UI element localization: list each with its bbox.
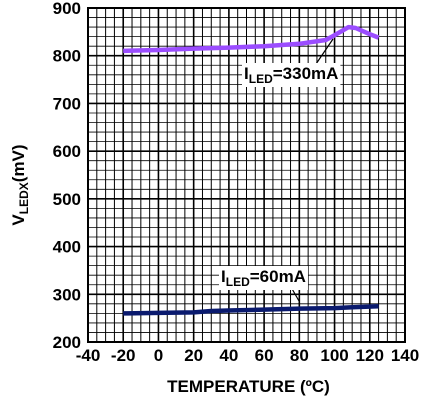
x-tick-label: 80 [290,346,309,365]
y-tick-labels: 200 300 400 500 600 700 800 900 [53,0,81,352]
annotation-background [219,266,308,290]
y-tick-label: 200 [53,333,81,352]
annotation-background [242,63,341,87]
series-line-0 [123,24,380,54]
y-tick-label: 900 [53,0,81,18]
x-tick-label: 20 [184,346,203,365]
annotation-sub: LED [226,275,250,289]
annotation-tail: =330mA [273,64,339,83]
annotation-main: I [244,64,249,83]
x-tick-labels: -40 -20 0 20 40 60 80 100 120 140 [76,346,419,365]
annotation-tail: =60mA [250,267,306,286]
x-tick-label: -40 [76,346,101,365]
x-tick-label: 60 [255,346,274,365]
series-annotation: ILED=60mA [221,267,306,289]
x-axis-title: TEMPERATURE (ºC) [167,377,330,396]
annotation-sub: LED [249,72,273,86]
x-tick-label: -20 [111,346,136,365]
y-axis-title-main: V [9,214,28,226]
y-tick-label: 500 [53,190,81,209]
annotation-leader-line [315,38,334,65]
x-tick-label: 100 [320,346,348,365]
y-axis-title-tail: (mV) [9,144,28,182]
annotation-main: I [221,267,226,286]
minor-grid [88,8,405,342]
series-annotation: ILED=330mA [244,64,338,86]
x-tick-label: 140 [391,346,419,365]
y-axis-title: VLEDX(mV) [9,144,31,225]
x-tick-label: 120 [356,346,384,365]
y-tick-label: 300 [53,285,81,304]
x-tick-label: 0 [154,346,163,365]
plot-frame [87,7,406,343]
y-tick-label: 800 [53,47,81,66]
y-axis-title-sub: LEDX [17,182,31,214]
y-tick-label: 400 [53,238,81,257]
series-line-1 [123,303,379,316]
series-layer [123,24,380,316]
y-tick-label: 700 [53,94,81,113]
x-tick-label: 40 [219,346,238,365]
y-tick-label: 600 [53,142,81,161]
